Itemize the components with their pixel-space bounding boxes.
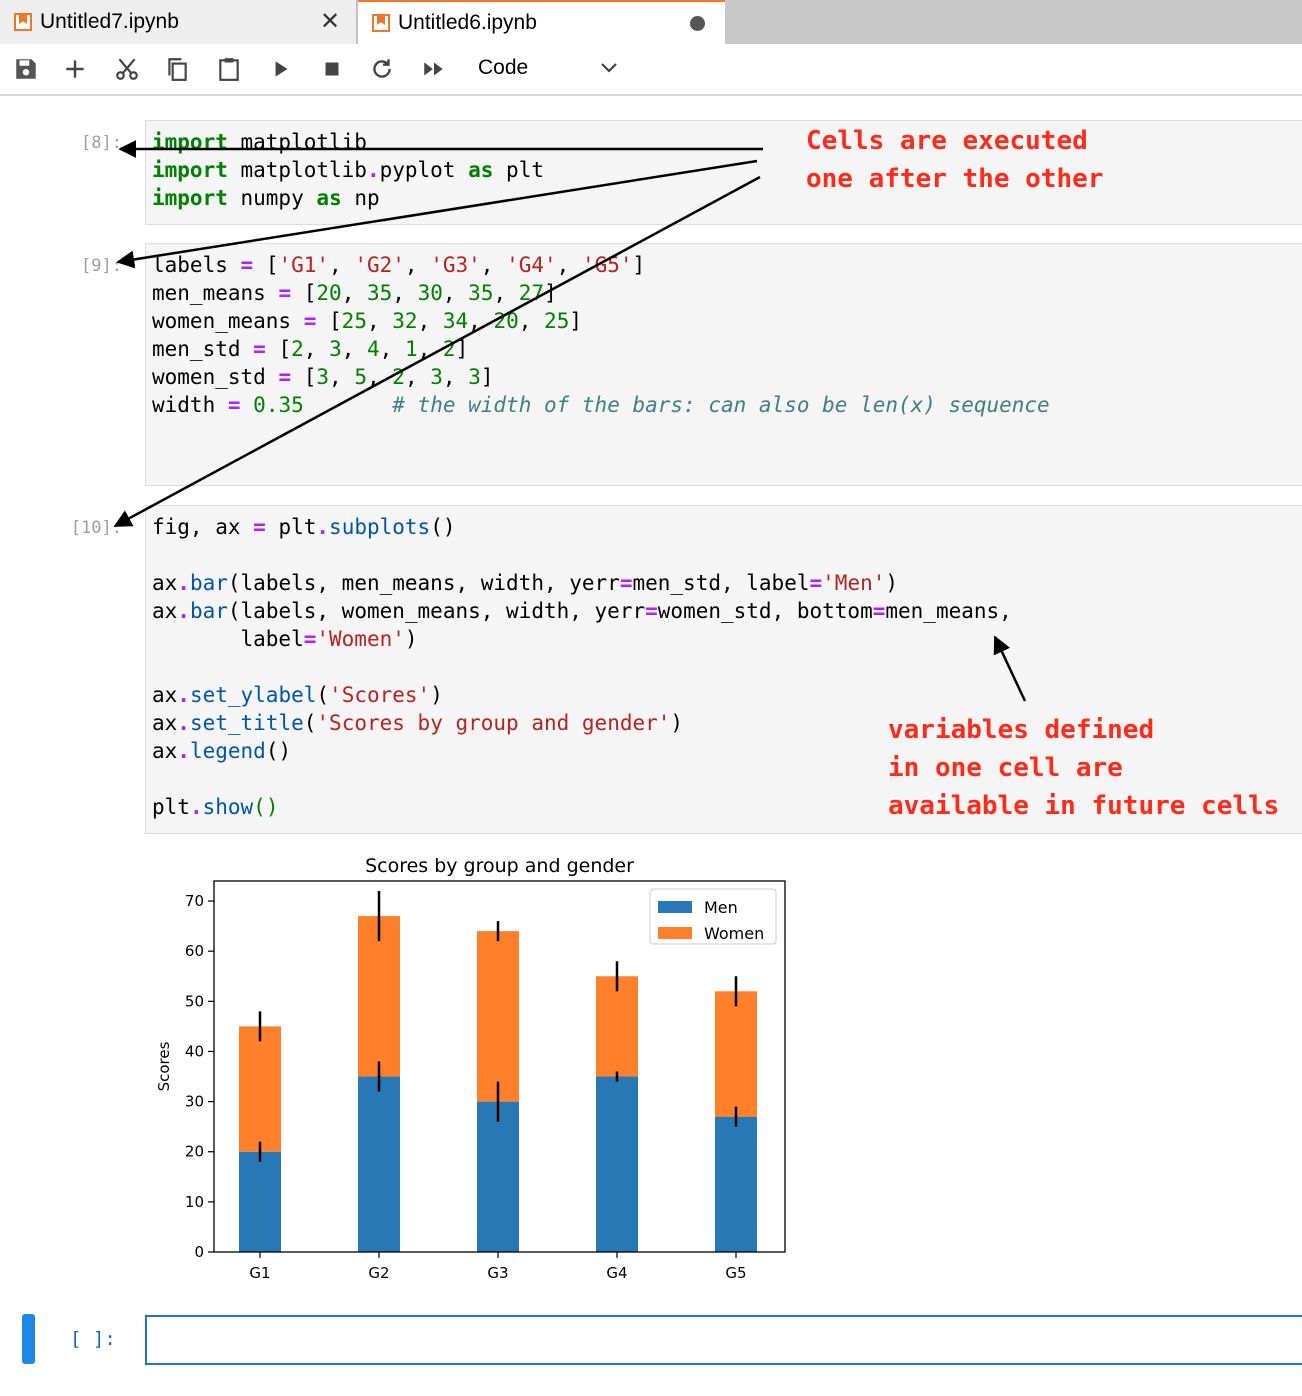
y-tick-label: 40	[185, 1042, 204, 1060]
legend-label-men: Men	[704, 898, 738, 917]
bar-men-g1	[239, 1151, 281, 1252]
run-cell-button[interactable]	[266, 54, 296, 84]
y-tick-label: 50	[185, 992, 204, 1010]
run-all-button[interactable]	[419, 54, 449, 84]
chart-title: Scores by group and gender	[365, 855, 634, 877]
annotation-line: variables defined	[888, 715, 1155, 745]
annotation-line: one after the other	[806, 164, 1104, 194]
bar-women-g1	[239, 1026, 281, 1152]
cell-prompt: [8]:	[81, 133, 122, 153]
notebook-icon	[372, 14, 390, 32]
y-tick-label: 60	[185, 942, 204, 960]
restart-icon	[373, 59, 391, 78]
save-icon	[16, 59, 36, 79]
x-tick-label: G3	[487, 1264, 508, 1282]
cell-prompt: [10]:	[70, 518, 122, 538]
y-axis-label: Scores	[155, 1041, 173, 1091]
y-tick-label: 10	[185, 1193, 204, 1211]
clipboard-icon	[219, 58, 239, 81]
y-tick-label: 0	[194, 1243, 204, 1261]
x-tick-label: G4	[606, 1264, 627, 1282]
annotation-variables: variables defined in one cell are availa…	[888, 711, 1279, 825]
paste-button[interactable]	[214, 54, 244, 84]
arrow-to-cell-9	[116, 159, 758, 269]
code-cell-8-source[interactable]: import matplotlib import matplotlib.pypl…	[152, 130, 544, 210]
save-button[interactable]	[11, 54, 41, 84]
y-tick-label: 20	[185, 1143, 204, 1161]
annotation-cells-executed: Cells are executed one after the other	[806, 122, 1103, 198]
legend-swatch-men	[658, 901, 692, 913]
bar-chart: 0 10 20 30 40 50 60 70 G1 G2 G3 G4 G5 Scores by group…	[155, 855, 786, 1282]
code-cell[interactable]	[145, 243, 1302, 486]
y-tick-label: 30	[185, 1093, 204, 1111]
tab-title: Untitled6.ipynb	[398, 11, 537, 34]
cut-button[interactable]	[112, 54, 142, 84]
plus-icon	[66, 60, 84, 78]
interrupt-kernel-button[interactable]	[317, 54, 347, 84]
copy-icon	[168, 58, 187, 81]
chevron-down-icon[interactable]	[598, 60, 620, 76]
add-cell-button[interactable]	[60, 54, 90, 84]
bar-women-g2	[358, 916, 400, 1077]
plot-frame	[213, 880, 786, 1253]
notebook-icon	[14, 13, 32, 31]
bar-women-g4	[596, 976, 638, 1077]
active-cell-indicator	[22, 1314, 35, 1364]
bar-men-g4	[596, 1076, 638, 1252]
y-tick-label: 70	[185, 892, 204, 910]
annotation-line: in one cell are	[888, 753, 1123, 783]
empty-code-cell-input[interactable]	[145, 1315, 1302, 1365]
bar-men-g3	[477, 1101, 519, 1252]
notebook-toolbar: Code	[0, 44, 1302, 96]
tab-bar: Untitled7.ipynb ✕ Untitled6.ipynb	[0, 0, 1302, 44]
restart-kernel-button[interactable]	[367, 54, 397, 84]
cell-prompt: [9]:	[81, 256, 122, 276]
cell-type-select[interactable]: Code	[478, 56, 529, 79]
close-icon[interactable]: ✕	[320, 8, 341, 35]
code-cell-10-source[interactable]: fig, ax = plt.subplots() ax.bar(labels, …	[152, 515, 1012, 819]
stop-icon	[325, 62, 339, 76]
arrow-to-cell-10	[113, 175, 761, 528]
bar-women-g3	[477, 931, 519, 1102]
fast-forward-icon	[424, 62, 443, 76]
unsaved-dot-icon[interactable]	[690, 16, 705, 31]
bar-men-g5	[715, 1116, 757, 1252]
play-icon	[275, 61, 288, 77]
scissors-icon	[116, 58, 138, 80]
code-cell[interactable]	[145, 120, 1302, 225]
bar-women-g5	[715, 991, 757, 1117]
bar-men-g2	[358, 1076, 400, 1252]
cell-prompt: [ ]:	[70, 1328, 116, 1350]
x-tick-label: G5	[725, 1264, 746, 1282]
tab-untitled6[interactable]: Untitled6.ipynb	[358, 0, 725, 44]
annotation-line: available in future cells	[888, 791, 1280, 821]
x-tick-label: G1	[249, 1264, 270, 1282]
code-cell-9-source[interactable]: labels = ['G1', 'G2', 'G3', 'G4', 'G5'] …	[152, 253, 1050, 417]
tab-untitled7[interactable]: Untitled7.ipynb ✕	[0, 0, 357, 44]
legend-swatch-women	[658, 927, 692, 939]
annotation-line: Cells are executed	[806, 126, 1088, 156]
copy-button[interactable]	[162, 54, 192, 84]
x-tick-label: G2	[368, 1264, 389, 1282]
code-cell[interactable]	[145, 505, 1302, 834]
arrow-to-bottom-arg	[993, 635, 1027, 702]
legend-label-women: Women	[704, 924, 764, 943]
tab-title: Untitled7.ipynb	[40, 10, 179, 33]
